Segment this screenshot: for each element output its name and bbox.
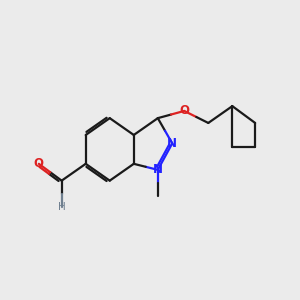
- Text: N: N: [167, 137, 177, 150]
- Text: H: H: [58, 202, 65, 212]
- Text: N: N: [153, 163, 163, 176]
- Text: O: O: [179, 104, 189, 117]
- Text: O: O: [34, 157, 44, 170]
